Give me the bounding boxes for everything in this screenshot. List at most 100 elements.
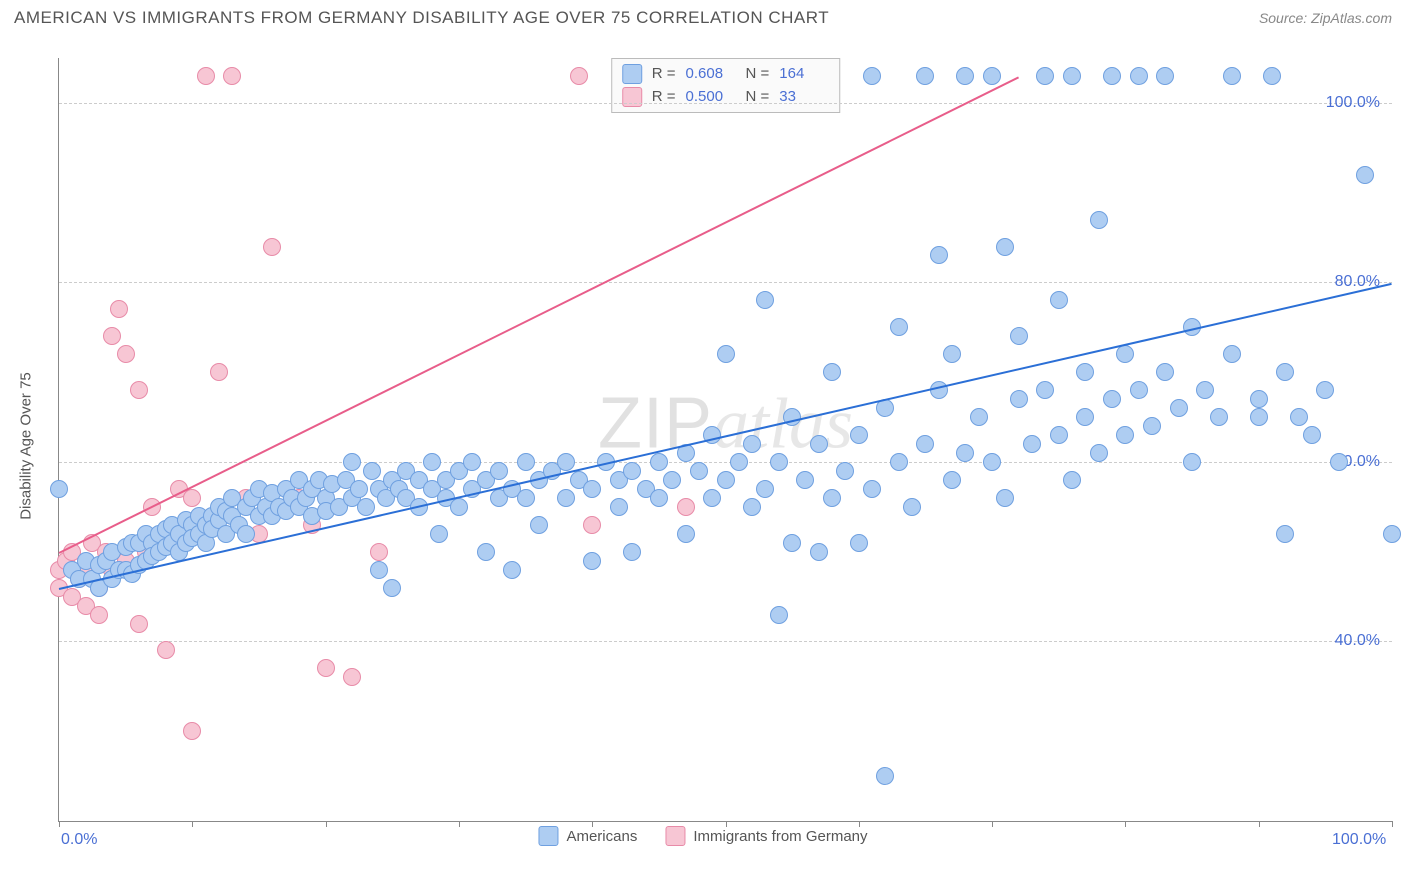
data-point (183, 722, 201, 740)
data-point (450, 498, 468, 516)
data-point (1036, 381, 1054, 399)
data-point (850, 426, 868, 444)
data-point (996, 238, 1014, 256)
x-tick (1392, 821, 1393, 827)
data-point (850, 534, 868, 552)
data-point (796, 471, 814, 489)
data-point (1316, 381, 1334, 399)
data-point (1130, 381, 1148, 399)
chart-container: Disability Age Over 75 ZIPatlas R = 0.60… (12, 40, 1394, 852)
data-point (1116, 345, 1134, 363)
n-label: N = (746, 86, 770, 109)
data-point (743, 498, 761, 516)
data-point (783, 534, 801, 552)
data-point (1263, 67, 1281, 85)
data-point (943, 345, 961, 363)
data-point (490, 462, 508, 480)
data-point (983, 453, 1001, 471)
data-point (463, 453, 481, 471)
x-tick (1259, 821, 1260, 827)
data-point (1010, 327, 1028, 345)
data-point (317, 659, 335, 677)
data-point (370, 561, 388, 579)
data-point (1050, 426, 1068, 444)
data-point (157, 641, 175, 659)
swatch-germany (665, 826, 685, 846)
x-tick-label: 0.0% (61, 831, 97, 849)
data-point (1156, 67, 1174, 85)
data-point (370, 543, 388, 561)
legend-item-germany: Immigrants from Germany (665, 826, 867, 846)
data-point (1290, 408, 1308, 426)
legend-item-americans: Americans (538, 826, 637, 846)
data-point (197, 67, 215, 85)
data-point (903, 498, 921, 516)
data-point (743, 435, 761, 453)
source-attribution: Source: ZipAtlas.com (1259, 10, 1392, 26)
data-point (1050, 291, 1068, 309)
data-point (677, 525, 695, 543)
data-point (1223, 67, 1241, 85)
data-point (930, 246, 948, 264)
data-point (1010, 390, 1028, 408)
data-point (717, 345, 735, 363)
data-point (916, 67, 934, 85)
swatch-americans (538, 826, 558, 846)
data-point (1183, 453, 1201, 471)
data-point (756, 291, 774, 309)
correlation-legend: R = 0.608 N = 164 R = 0.500 N = 33 (611, 58, 841, 113)
header: AMERICAN VS IMMIGRANTS FROM GERMANY DISA… (0, 0, 1406, 32)
data-point (1103, 67, 1121, 85)
data-point (583, 552, 601, 570)
data-point (623, 462, 641, 480)
data-point (130, 615, 148, 633)
data-point (1330, 453, 1348, 471)
r-label: R = (652, 86, 676, 109)
data-point (863, 480, 881, 498)
r-value-germany: 0.500 (686, 86, 736, 109)
data-point (1143, 417, 1161, 435)
data-point (343, 453, 361, 471)
data-point (1023, 435, 1041, 453)
data-point (650, 489, 668, 507)
data-point (583, 516, 601, 534)
data-point (477, 543, 495, 561)
data-point (117, 345, 135, 363)
data-point (1076, 363, 1094, 381)
r-label: R = (652, 63, 676, 86)
data-point (1076, 408, 1094, 426)
data-point (110, 300, 128, 318)
data-point (970, 408, 988, 426)
gridline (59, 282, 1392, 283)
data-point (1116, 426, 1134, 444)
data-point (1090, 444, 1108, 462)
x-tick (459, 821, 460, 827)
data-point (1156, 363, 1174, 381)
data-point (650, 453, 668, 471)
x-tick (326, 821, 327, 827)
data-point (350, 480, 368, 498)
x-tick (192, 821, 193, 827)
trend-line (59, 282, 1392, 589)
data-point (623, 543, 641, 561)
data-point (210, 363, 228, 381)
data-point (503, 561, 521, 579)
data-point (1276, 525, 1294, 543)
gridline (59, 103, 1392, 104)
data-point (1103, 390, 1121, 408)
data-point (363, 462, 381, 480)
swatch-americans (622, 64, 642, 84)
data-point (570, 67, 588, 85)
data-point (1090, 211, 1108, 229)
data-point (1250, 408, 1268, 426)
chart-title: AMERICAN VS IMMIGRANTS FROM GERMANY DISA… (14, 8, 829, 28)
data-point (810, 435, 828, 453)
data-point (1383, 525, 1401, 543)
data-point (876, 767, 894, 785)
data-point (1223, 345, 1241, 363)
data-point (1210, 408, 1228, 426)
data-point (1276, 363, 1294, 381)
data-point (663, 471, 681, 489)
series-name-americans: Americans (566, 828, 637, 845)
data-point (1130, 67, 1148, 85)
